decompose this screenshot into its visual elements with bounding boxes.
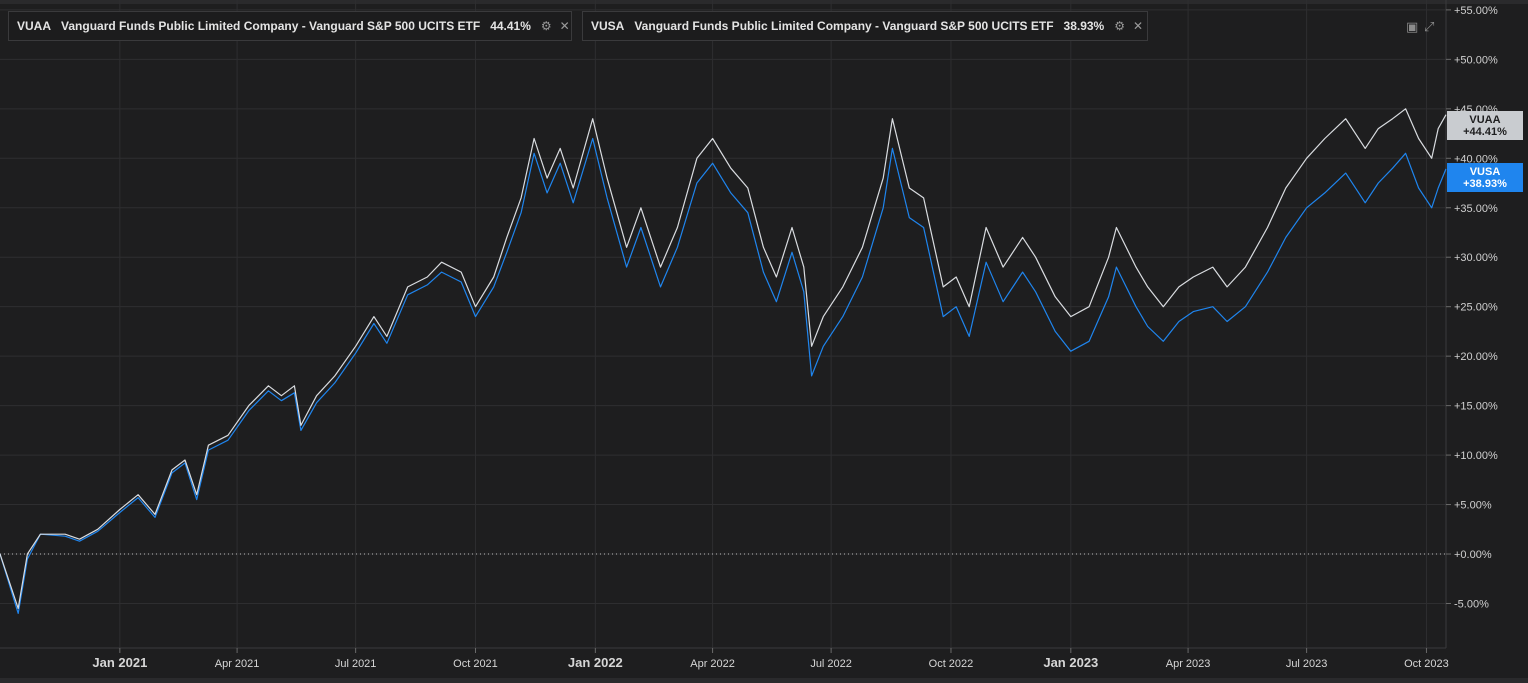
series-layer xyxy=(0,108,1447,614)
y-tick-label: +55.00% xyxy=(1454,5,1498,17)
top-strip xyxy=(0,0,1528,4)
x-tick-label: Oct 2023 xyxy=(1404,658,1449,670)
legend-vuaa-name: Vanguard Funds Public Limited Company - … xyxy=(61,19,481,33)
y-tick-label: +5.00% xyxy=(1454,500,1492,512)
price-tag-vusa: VUSA +38.93% xyxy=(1447,163,1523,192)
x-tick-label: Apr 2023 xyxy=(1166,658,1211,670)
legend-vuaa-change: 44.41% xyxy=(490,19,531,33)
legend-vusa[interactable]: VUSA Vanguard Funds Public Limited Compa… xyxy=(582,11,1148,41)
bottom-bar xyxy=(0,678,1528,683)
settings-icon[interactable]: ⚙ xyxy=(540,19,552,33)
price-tag-vuaa: VUAA +44.41% xyxy=(1447,111,1523,140)
x-tick-label: Apr 2021 xyxy=(215,658,260,670)
y-tick-label: +20.00% xyxy=(1454,351,1498,363)
legend-vuaa-symbol: VUAA xyxy=(17,19,52,33)
x-tick-label: Jan 2022 xyxy=(568,655,623,670)
settings-icon[interactable]: ⚙ xyxy=(1114,19,1125,33)
legend-vusa-name: Vanguard Funds Public Limited Company - … xyxy=(634,19,1054,33)
x-tick-label: Jan 2023 xyxy=(1043,655,1098,670)
y-tick-label: +30.00% xyxy=(1454,252,1498,264)
y-tick-label: +25.00% xyxy=(1454,302,1498,314)
y-tick-label: -5.00% xyxy=(1454,598,1489,610)
series-line-vuaa xyxy=(0,108,1447,609)
series-line-vusa xyxy=(0,137,1447,614)
legend-vusa-change: 38.93% xyxy=(1063,19,1105,33)
y-tick-label: +40.00% xyxy=(1454,153,1498,165)
x-tick-label: Jul 2021 xyxy=(335,658,377,670)
x-tick-label: Jul 2022 xyxy=(810,658,852,670)
legend-vusa-symbol: VUSA xyxy=(591,19,625,33)
x-axis: Jan 2021 Apr 2021 Jul 2021 Oct 2021 Jan 2022… xyxy=(92,648,1449,670)
price-tag-vuaa-symbol: VUAA xyxy=(1469,114,1501,126)
legend-vuaa[interactable]: VUAA Vanguard Funds Public Limited Compa… xyxy=(8,11,572,41)
price-tag-vuaa-value: +44.41% xyxy=(1463,126,1507,138)
y-tick-label: +35.00% xyxy=(1454,203,1498,215)
x-tick-label: Oct 2021 xyxy=(453,658,498,670)
price-tag-vusa-symbol: VUSA xyxy=(1469,166,1501,178)
y-tick-label: +10.00% xyxy=(1454,450,1498,462)
close-icon[interactable]: ✕ xyxy=(1133,19,1144,33)
grid xyxy=(0,0,1446,648)
expand-icon[interactable]: ▣ xyxy=(1406,19,1419,34)
y-tick-label: +15.00% xyxy=(1454,401,1498,413)
y-tick-label: +50.00% xyxy=(1454,54,1498,66)
x-tick-label: Jul 2023 xyxy=(1286,658,1328,670)
y-tick-label: +0.00% xyxy=(1454,549,1492,561)
x-tick-label: Jan 2021 xyxy=(92,655,147,670)
collapse-icon[interactable]: ⤢ xyxy=(1424,19,1435,34)
y-axis: +55.00%+50.00%+45.00%+40.00%+35.00%+30.0… xyxy=(1446,5,1498,610)
x-tick-label: Oct 2022 xyxy=(929,658,974,670)
price-tag-vusa-value: +38.93% xyxy=(1463,178,1507,190)
x-tick-label: Apr 2022 xyxy=(690,658,735,670)
close-icon[interactable]: ✕ xyxy=(559,19,570,33)
